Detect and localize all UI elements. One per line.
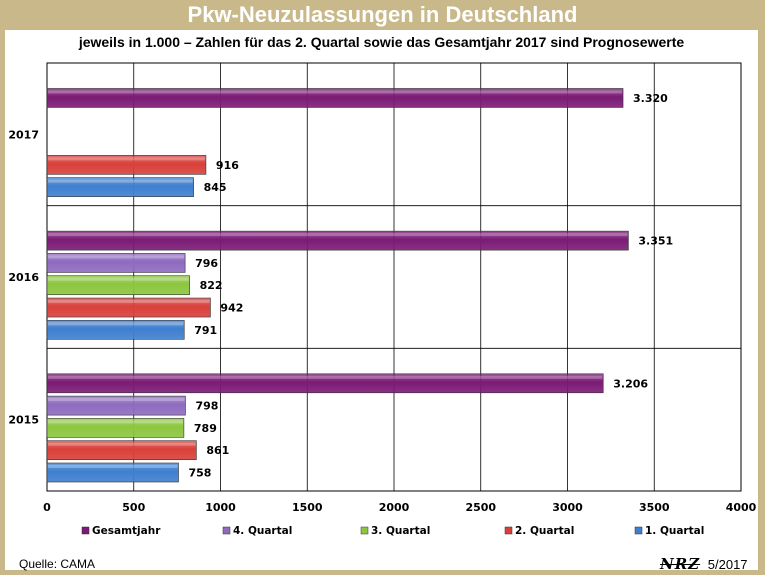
legend-item: 1. Quartal bbox=[634, 525, 704, 537]
bar-2016-gesamtjahr bbox=[46, 230, 629, 251]
bar-2016-1-quartal bbox=[46, 320, 185, 340]
nrz-logo: NRZ bbox=[660, 555, 701, 573]
publish-date: 5/2017 bbox=[707, 557, 748, 572]
category-label: 2015 bbox=[8, 414, 39, 427]
x-tick-label: 3500 bbox=[639, 501, 670, 514]
legend-label: 1. Quartal bbox=[645, 525, 704, 537]
x-tick-label: 500 bbox=[122, 501, 145, 514]
legend-item: 3. Quartal bbox=[360, 525, 430, 537]
bar-2015-4-quartal bbox=[46, 395, 186, 416]
bar-2015-3-quartal bbox=[46, 418, 185, 438]
legend-swatch bbox=[222, 526, 231, 535]
category-label: 2016 bbox=[8, 271, 39, 284]
bar-2016-3-quartal bbox=[46, 275, 190, 296]
legend-item: 2. Quartal bbox=[504, 525, 574, 537]
chart-title: Pkw-Neuzulassungen in Deutschland bbox=[187, 2, 578, 27]
bar-value-label: 789 bbox=[194, 422, 217, 435]
x-tick-label: 2000 bbox=[379, 501, 410, 514]
legend-swatch bbox=[360, 526, 369, 535]
bar-2016-2-quartal bbox=[46, 297, 211, 318]
bar-2017-2-quartal bbox=[46, 155, 207, 175]
x-tick-label: 1000 bbox=[205, 501, 236, 514]
bar-value-label: 758 bbox=[189, 467, 212, 480]
bar-2015-2-quartal bbox=[46, 440, 197, 461]
bar-value-label: 916 bbox=[216, 159, 239, 172]
x-tick-label: 3000 bbox=[552, 501, 583, 514]
chart-panel: jeweils in 1.000 – Zahlen für das 2. Qua… bbox=[5, 30, 758, 573]
bar-2015-gesamtjahr bbox=[46, 373, 604, 394]
bar-2017-1-quartal bbox=[46, 177, 194, 197]
bar-2016-4-quartal bbox=[46, 253, 186, 273]
category-label: 2017 bbox=[8, 128, 39, 141]
bar-value-label: 3.206 bbox=[613, 377, 648, 390]
chart-subtitle: jeweils in 1.000 – Zahlen für das 2. Qua… bbox=[78, 34, 685, 50]
bar-value-label: 845 bbox=[204, 181, 227, 194]
bar-value-label: 791 bbox=[194, 324, 217, 337]
bar-value-label: 3.320 bbox=[633, 92, 668, 105]
legend-label: 2. Quartal bbox=[515, 525, 574, 537]
bar-value-label: 798 bbox=[195, 400, 218, 413]
source-note: Quelle: CAMA bbox=[19, 557, 96, 571]
bar-value-label: 861 bbox=[206, 444, 229, 457]
legend-item: Gesamtjahr bbox=[81, 525, 161, 537]
legend-label: 3. Quartal bbox=[371, 525, 430, 537]
bar-2017-gesamtjahr bbox=[46, 88, 624, 108]
legend-item: 4. Quartal bbox=[222, 525, 292, 537]
x-tick-label: 0 bbox=[43, 501, 51, 514]
x-tick-label: 4000 bbox=[726, 501, 757, 514]
legend-swatch bbox=[81, 526, 90, 535]
x-tick-label: 1500 bbox=[292, 501, 323, 514]
legend-label: Gesamtjahr bbox=[92, 525, 161, 537]
bar-value-label: 942 bbox=[220, 302, 243, 315]
bar-2015-1-quartal bbox=[46, 462, 179, 483]
bar-value-label: 796 bbox=[195, 257, 218, 270]
bar-value-label: 822 bbox=[200, 279, 223, 292]
bar-value-label: 3.351 bbox=[638, 235, 673, 248]
legend-swatch bbox=[634, 526, 643, 535]
brand-mark: NRZ 5/2017 bbox=[660, 555, 748, 573]
x-tick-label: 2500 bbox=[465, 501, 496, 514]
legend-label: 4. Quartal bbox=[233, 525, 292, 537]
legend-swatch bbox=[504, 526, 513, 535]
